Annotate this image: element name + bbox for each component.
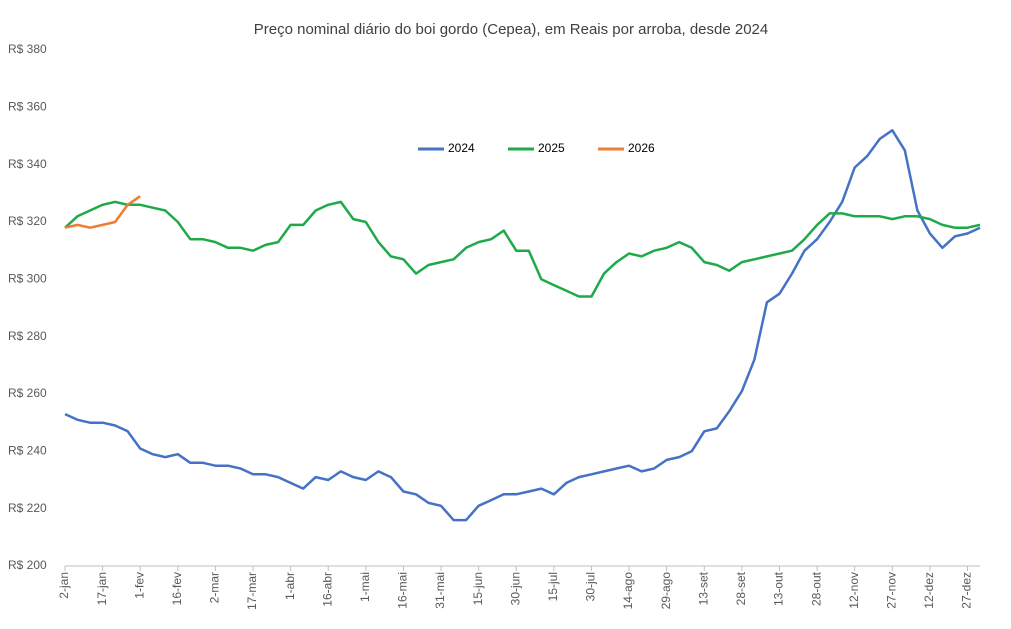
x-tick-label: 28-set bbox=[734, 571, 748, 605]
y-tick-label: R$ 320 bbox=[8, 214, 47, 228]
chart-title: Preço nominal diário do boi gordo (Cepea… bbox=[254, 21, 768, 38]
x-tick-label: 16-fev bbox=[170, 572, 184, 605]
x-tick-label: 1-mai bbox=[358, 572, 372, 602]
x-tick-label: 1-fev bbox=[132, 572, 146, 599]
x-tick-label: 14-ago bbox=[621, 572, 635, 610]
x-tick-label: 27-nov bbox=[884, 572, 898, 609]
y-tick-label: R$ 260 bbox=[8, 386, 47, 400]
legend-label: 2026 bbox=[628, 141, 655, 155]
x-tick-label: 28-out bbox=[809, 571, 823, 606]
x-tick-label: 1-abr bbox=[283, 572, 297, 600]
x-tick-label: 17-mar bbox=[245, 572, 259, 610]
y-tick-label: R$ 340 bbox=[8, 157, 47, 171]
y-tick-label: R$ 280 bbox=[8, 329, 47, 343]
x-tick-label: 27-dez bbox=[960, 572, 974, 609]
x-tick-label: 2-jan bbox=[57, 572, 71, 599]
x-tick-label: 15-jul bbox=[546, 572, 560, 601]
x-tick-label: 30-jun bbox=[508, 572, 522, 605]
x-tick-label: 2-mar bbox=[208, 572, 222, 603]
x-tick-label: 29-ago bbox=[659, 572, 673, 610]
x-tick-label: 13-out bbox=[772, 571, 786, 606]
x-tick-label: 30-jul bbox=[584, 572, 598, 601]
x-tick-label: 17-jan bbox=[95, 572, 109, 605]
x-tick-label: 12-nov bbox=[847, 572, 861, 609]
x-tick-label: 16-abr bbox=[320, 572, 334, 607]
series-line bbox=[64, 129, 981, 522]
y-tick-label: R$ 360 bbox=[8, 100, 47, 114]
y-tick-label: R$ 300 bbox=[8, 272, 47, 286]
y-tick-label: R$ 220 bbox=[8, 501, 47, 515]
x-tick-label: 12-dez bbox=[922, 572, 936, 609]
x-tick-label: 31-mai bbox=[433, 572, 447, 609]
legend-label: 2025 bbox=[538, 141, 565, 155]
y-tick-label: R$ 200 bbox=[8, 558, 47, 572]
y-tick-label: R$ 240 bbox=[8, 444, 47, 458]
series-line bbox=[64, 195, 141, 229]
x-tick-label: 13-set bbox=[696, 571, 710, 605]
y-tick-label: R$ 380 bbox=[8, 42, 47, 56]
x-tick-label: 16-mai bbox=[396, 572, 410, 609]
x-tick-label: 15-jun bbox=[471, 572, 485, 605]
series-line bbox=[64, 200, 981, 298]
legend-label: 2024 bbox=[448, 141, 475, 155]
